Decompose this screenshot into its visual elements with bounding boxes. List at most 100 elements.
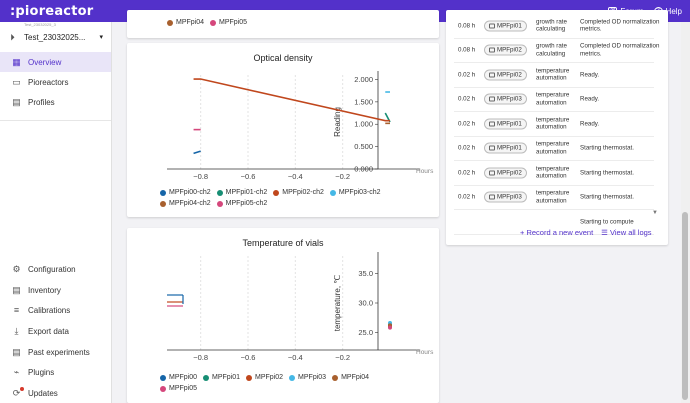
unit-name: MPFpi02 xyxy=(497,71,522,79)
y-tick-label: 2.000 xyxy=(354,75,373,84)
unit-chip[interactable]: MPFpi03 xyxy=(484,93,527,105)
legend-marker xyxy=(160,200,166,207)
plug-icon: ⌁ xyxy=(13,367,20,378)
history-icon: ▤ xyxy=(12,346,21,357)
legend-item[interactable]: MPFpi03-ch2 xyxy=(329,187,381,198)
legend-marker xyxy=(332,374,339,381)
legend-item[interactable]: MPFpi04 xyxy=(332,372,369,383)
data-point[interactable] xyxy=(388,325,392,330)
previous-chart-legend: MPFpi04 MPFpi05 xyxy=(167,17,253,28)
gear-icon: ⚙ xyxy=(12,263,21,274)
log-message: Completed OD normalization metrics. xyxy=(580,18,660,33)
legend-item[interactable]: MPFpi01 xyxy=(203,372,240,383)
log-message: Starting thermostat. xyxy=(580,169,634,176)
log-task: temperature automation xyxy=(536,91,570,107)
sidebar-item-configuration[interactable]: ⚙ Configuration xyxy=(0,259,111,280)
page-scrollbar-thumb[interactable] xyxy=(682,212,688,400)
legend-item[interactable]: MPFpi02-ch2 xyxy=(273,187,324,198)
series-line[interactable] xyxy=(193,150,201,155)
unit-chip[interactable]: MPFpi02 xyxy=(484,69,527,81)
log-message: Ready. xyxy=(580,71,600,78)
unit-chip[interactable]: MPFpi03 xyxy=(484,191,527,203)
legend-item[interactable]: MPFpi04-ch2 xyxy=(160,198,211,209)
chart-title: Temperature of vials xyxy=(242,238,324,248)
unit-chip[interactable]: MPFpi02 xyxy=(484,167,527,179)
legend-item[interactable]: MPFpi00-ch2 xyxy=(160,187,211,198)
log-time: 0.02 h xyxy=(458,120,476,128)
pioreactor-logo[interactable]: :pioreactor xyxy=(10,3,94,19)
sidebar-item-label: Plugins xyxy=(28,368,55,378)
legend-label: MPFpi04 xyxy=(341,374,370,381)
temperature-legend: MPFpi00 MPFpi01 MPFpi02 MPFpi03 MPFpi04 … xyxy=(160,372,380,394)
log-task: growth rate calculating xyxy=(536,42,567,58)
log-message: Ready. xyxy=(580,95,600,103)
temperature-chart: −0.8 −0.6 −0.4 −0.2 Hours 25.0 30.0 35.0 tempera… xyxy=(167,252,434,362)
legend-item[interactable]: MPFpi01-ch2 xyxy=(216,187,267,198)
pioreactor-icon xyxy=(489,72,495,78)
view-all-logs-button[interactable]: ☰ View all logs xyxy=(601,228,651,237)
sidebar-item-pioreactors[interactable]: ▭ Pioreactors xyxy=(0,72,111,92)
pioreactor-icon xyxy=(489,170,495,176)
sidebar-bottom-nav: ⚙ Configuration ▤ Inventory ≡ Calibratio… xyxy=(0,259,111,403)
y-tick-label: 0.000 xyxy=(354,165,373,174)
x-tick-label: −0.2 xyxy=(335,353,350,362)
legend-marker xyxy=(273,189,280,196)
scroll-down-icon[interactable]: ▼ xyxy=(652,210,658,216)
previous-chart-card: MPFpi04 MPFpi05 xyxy=(127,10,439,38)
legend-label: MPFpi04 xyxy=(176,19,205,26)
unit-chip[interactable]: MPFpi01 xyxy=(484,20,527,32)
legend-item[interactable]: MPFpi05 xyxy=(160,383,197,394)
log-task: temperature automation xyxy=(536,189,570,205)
y-tick-label: 0.500 xyxy=(354,142,373,151)
unit-chip[interactable]: MPFpi01 xyxy=(484,118,527,130)
legend-item[interactable]: MPFpi05 xyxy=(210,17,247,28)
legend-item[interactable]: MPFpi04 xyxy=(167,17,204,28)
sidebar-item-profiles[interactable]: ▤ Profiles xyxy=(0,92,111,112)
legend-marker xyxy=(203,374,210,381)
grid-icon: ▦ xyxy=(12,56,21,67)
legend-label: MPFpi05 xyxy=(219,19,248,26)
y-tick-label: 25.0 xyxy=(358,328,373,337)
sidebar: Test_23032025_3 ⏵ Test_23032025... ▾ ▦ O… xyxy=(0,22,112,403)
sidebar-item-overview[interactable]: ▦ Overview xyxy=(0,52,111,72)
record-event-button[interactable]: + Record a new event xyxy=(520,228,594,237)
unit-chip[interactable]: MPFpi02 xyxy=(484,44,527,56)
log-message: Starting thermostat. xyxy=(580,193,634,201)
unit-name: MPFpi01 xyxy=(497,22,522,30)
sidebar-item-updates[interactable]: ⟳ Updates xyxy=(0,383,111,403)
sidebar-item-past-experiments[interactable]: ▤ Past experiments xyxy=(0,342,111,363)
unit-name: MPFpi01 xyxy=(497,120,522,128)
series-line[interactable] xyxy=(193,78,390,122)
table-row: 0.02 h MPFpi02 temperature automation Start… xyxy=(454,161,654,186)
inventory-icon: ▤ xyxy=(12,284,21,295)
legend-marker xyxy=(210,19,217,26)
legend-label: MPFpi00-ch2 xyxy=(169,189,211,196)
document-icon: ▤ xyxy=(12,96,21,107)
log-time: 0.08 h xyxy=(458,46,476,54)
sidebar-item-label: Overview xyxy=(28,57,62,67)
pioreactor-icon xyxy=(489,145,495,151)
legend-item[interactable]: MPFpi03 xyxy=(289,372,326,383)
sidebar-item-export-data[interactable]: ⤓ Export data xyxy=(0,321,111,342)
legend-item[interactable]: MPFpi00 xyxy=(160,372,197,383)
legend-marker xyxy=(167,19,173,26)
legend-item[interactable]: MPFpi02 xyxy=(246,372,283,383)
unit-name: MPFpi02 xyxy=(497,46,522,54)
unit-name: MPFpi02 xyxy=(497,169,522,177)
legend-marker xyxy=(160,385,166,392)
x-tick-label: −0.4 xyxy=(288,172,303,181)
experiment-selector[interactable]: Test_23032025_3 ⏵ Test_23032025... ▾ xyxy=(0,22,111,52)
log-time: 0.02 h xyxy=(458,193,476,201)
chevron-down-icon: ▾ xyxy=(99,34,103,41)
sidebar-item-plugins[interactable]: ⌁ Plugins xyxy=(0,362,111,383)
x-tick-label: −0.6 xyxy=(241,353,256,362)
experiment-name: Test_23032025... xyxy=(24,32,86,42)
sidebar-item-inventory[interactable]: ▤ Inventory xyxy=(0,280,111,301)
log-time: 0.02 h xyxy=(458,169,476,177)
log-time: 0.02 h xyxy=(458,71,476,79)
unit-chip[interactable]: MPFpi01 xyxy=(484,142,527,154)
x-tick-label: −0.2 xyxy=(335,172,350,181)
table-row: 0.02 h MPFpi01 temperature automation Ready… xyxy=(454,112,654,137)
sidebar-item-calibrations[interactable]: ≡ Calibrations xyxy=(0,300,111,321)
legend-item[interactable]: MPFpi05-ch2 xyxy=(216,198,267,209)
